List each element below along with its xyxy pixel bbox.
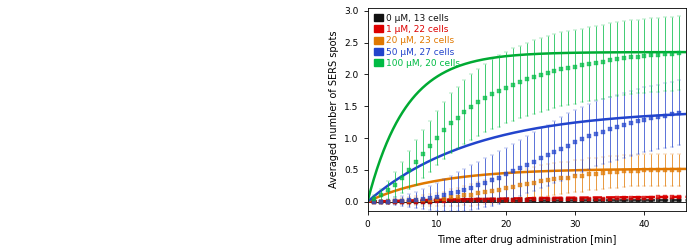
X-axis label: Time after drug administration [min]: Time after drug administration [min]	[437, 235, 617, 245]
Y-axis label: Averaged number of SERS spots: Averaged number of SERS spots	[328, 30, 339, 188]
Legend: 0 μM, 13 cells, 1 μM, 22 cells, 20 μM, 23 cells, 50 μM, 27 cells, 100 μM, 20 cel: 0 μM, 13 cells, 1 μM, 22 cells, 20 μM, 2…	[372, 12, 462, 70]
